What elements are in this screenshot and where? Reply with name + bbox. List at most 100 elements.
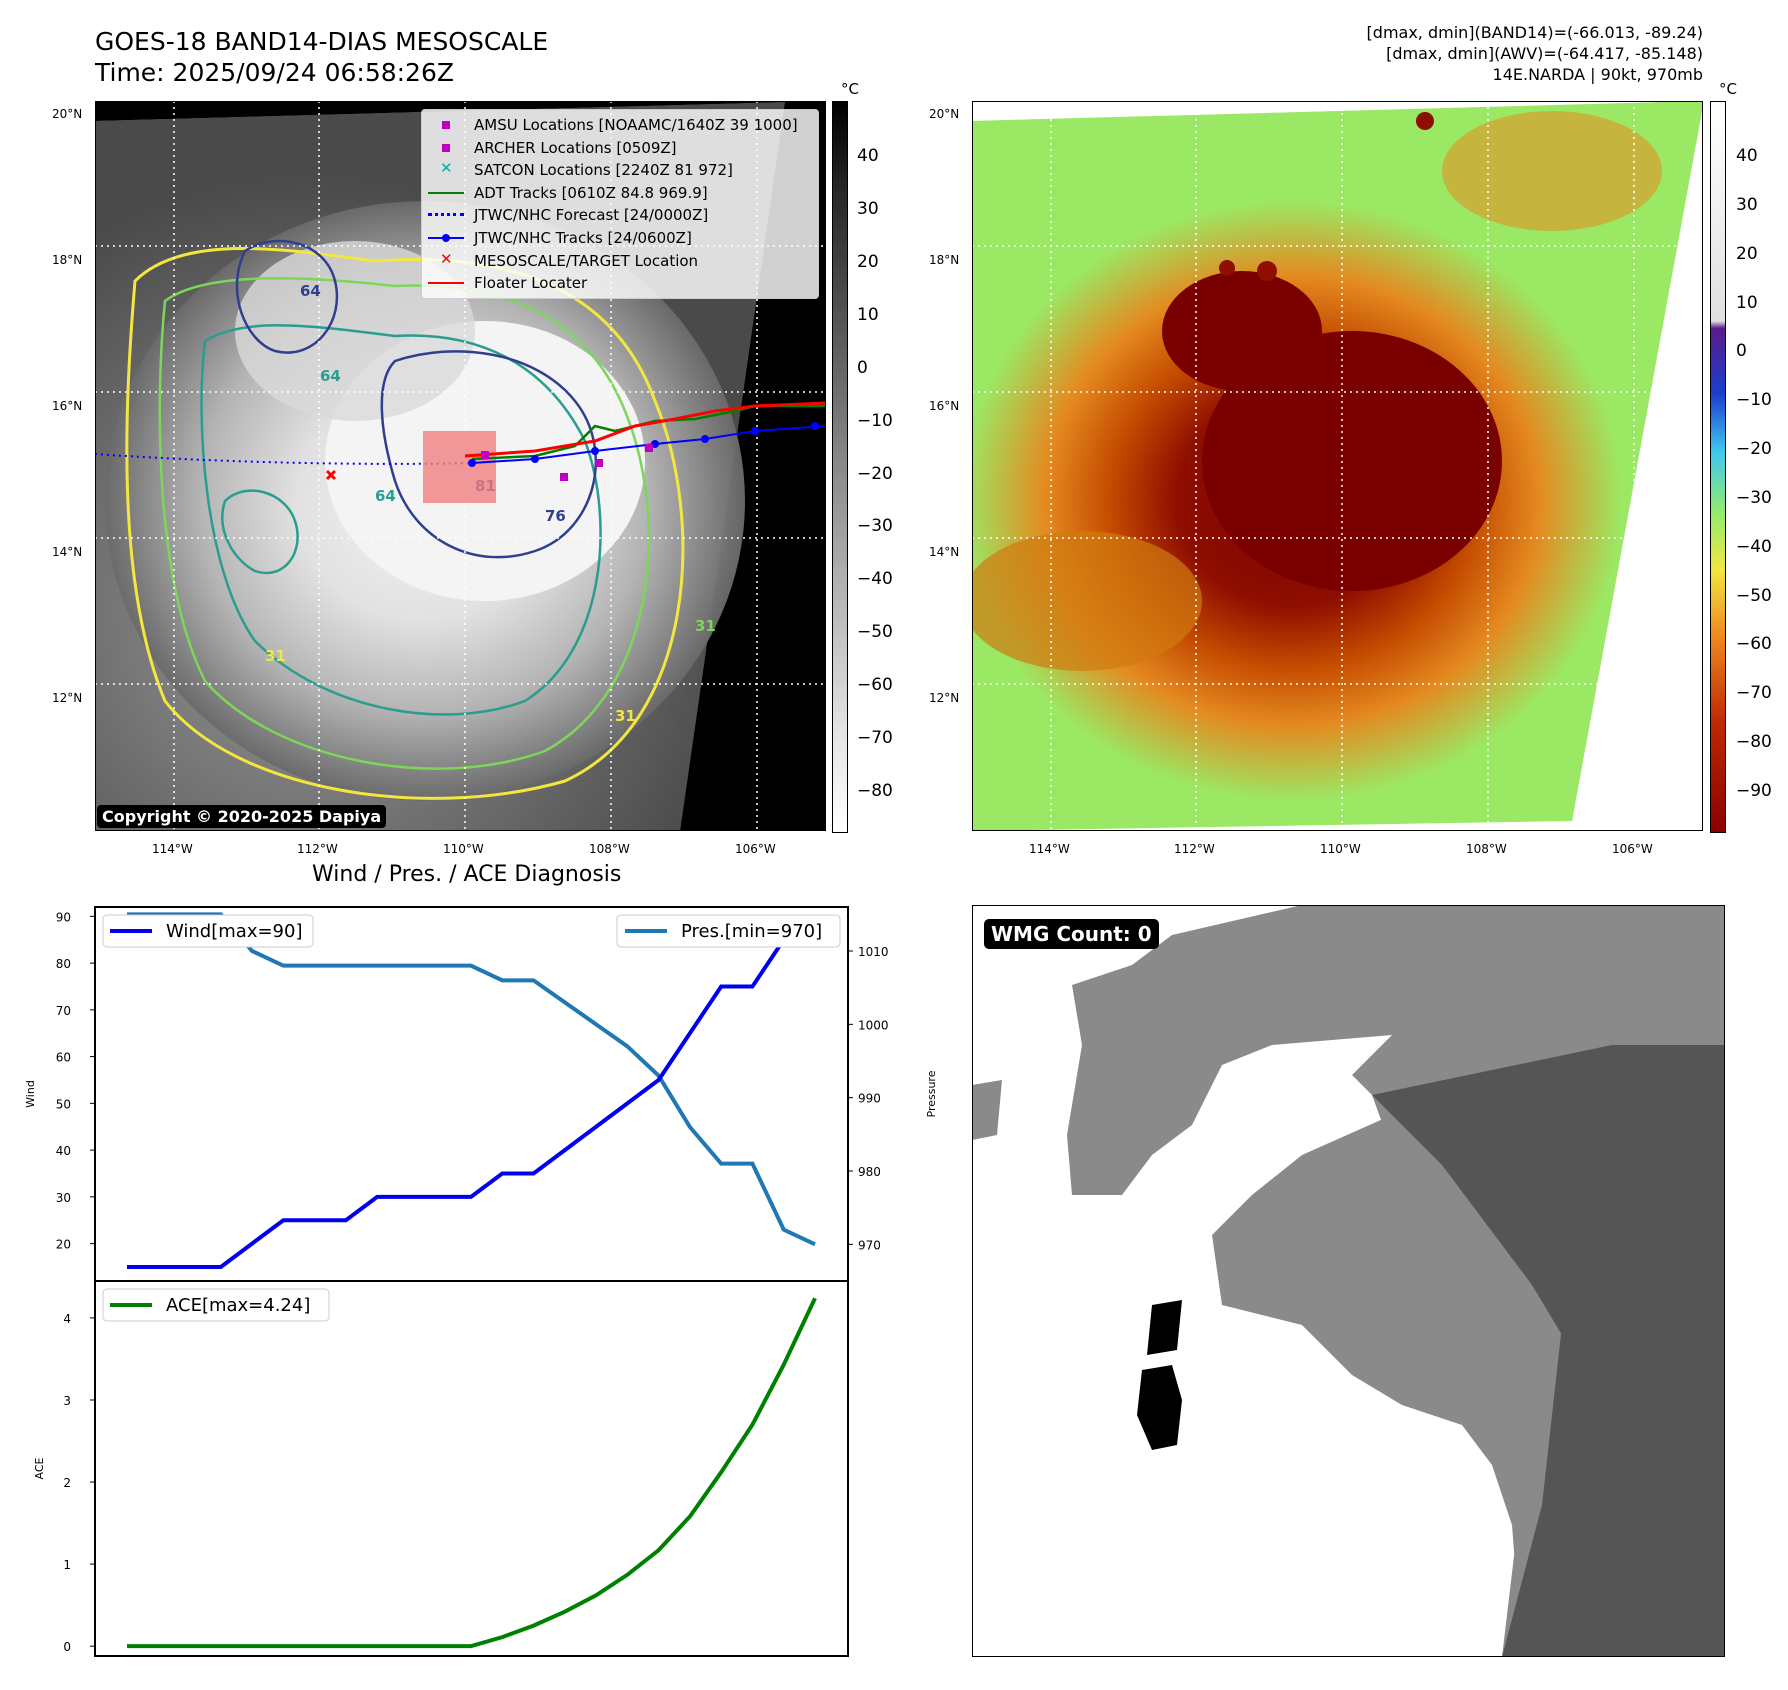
pressure-legend-label: Pres.[min=970] xyxy=(681,921,822,942)
wind-tick-label: 90 xyxy=(56,910,71,924)
wind-tick-label: 30 xyxy=(56,1191,71,1205)
figure-title: GOES-18 BAND14-DIAS MESOSCALE Time: 2025… xyxy=(95,26,548,88)
ace-legend-box xyxy=(102,1288,330,1322)
colorbar-tick: −30 xyxy=(1736,487,1772,508)
wind-tick-label: 50 xyxy=(56,1097,71,1111)
lon-tick: 110°W xyxy=(443,842,484,856)
colorbar-tick: −80 xyxy=(1736,732,1772,753)
ace-tick-label: 1 xyxy=(63,1558,71,1572)
wind-legend-label: Wind[max=90] xyxy=(166,921,303,942)
lat-tick: 14°N xyxy=(52,545,83,559)
colorbar-tick: −90 xyxy=(1736,781,1772,801)
legend-label: AMSU Locations [NOAAMC/1640Z 39 1000] xyxy=(474,116,798,134)
wind-axis-label: Wind xyxy=(24,1080,37,1108)
legend-entry: ✕ SATCON Locations [2240Z 81 972] xyxy=(428,159,733,181)
lon-tick: 106°W xyxy=(1612,842,1653,856)
wind-tick-label: 80 xyxy=(56,957,71,971)
colorbar-tick: 30 xyxy=(1736,194,1758,215)
copyright-badge: Copyright © 2020-2025 Dapiya xyxy=(97,805,387,828)
colorbar-tick: 40 xyxy=(857,146,879,166)
contour-label: 64 xyxy=(320,367,341,385)
colorbar-tick: −10 xyxy=(857,410,893,431)
info-line-3: 14E.NARDA | 90kt, 970mb xyxy=(1492,65,1703,84)
colorbar-tick: 30 xyxy=(857,198,879,219)
info-line-1: [dmax, dmin](BAND14)=(-66.013, -89.24) xyxy=(1366,23,1703,42)
legend-entry: ARCHER Locations [0509Z] xyxy=(428,137,677,159)
pressure-axis-label: Pressure xyxy=(925,1070,938,1117)
wind-tick-label: 20 xyxy=(56,1238,71,1252)
map-legend: AMSU Locations [NOAAMC/1640Z 39 1000] ARC… xyxy=(421,109,819,299)
legend-label: ARCHER Locations [0509Z] xyxy=(474,138,677,157)
colorbar-tick: −70 xyxy=(1736,683,1772,704)
wind-pressure-axes xyxy=(94,906,849,1282)
contour-label: 64 xyxy=(300,282,321,300)
ace-series-line xyxy=(127,1297,817,1649)
lon-tick: 114°W xyxy=(152,842,193,856)
pressure-tick-label: 990 xyxy=(858,1092,881,1106)
colorbar-tick: −60 xyxy=(1736,634,1772,655)
contour-label: 31 xyxy=(265,647,286,665)
ace-tick-label: 0 xyxy=(63,1640,71,1654)
figure-info: [dmax, dmin](BAND14)=(-66.013, -89.24) [… xyxy=(1367,22,1703,85)
lat-tick: 12°N xyxy=(52,691,83,705)
legend-entry: ✕ MESOSCALE/TARGET Location xyxy=(428,250,698,272)
lat-tick: 20°N xyxy=(52,107,83,121)
pressure-tick-label: 970 xyxy=(858,1238,881,1252)
left-colorbar xyxy=(832,101,848,833)
pressure-tick-label: 980 xyxy=(858,1165,881,1179)
legend-label: SATCON Locations [2240Z 81 972] xyxy=(474,161,733,180)
wind-tick-label: 60 xyxy=(56,1051,71,1065)
lat-tick: 16°N xyxy=(52,399,83,413)
ace-legend-label: ACE[max=4.24] xyxy=(166,1295,310,1316)
legend-marker-icon xyxy=(428,141,464,155)
legend-label: ADT Tracks [0610Z 84.8 969.9] xyxy=(474,183,708,202)
wmg-black-blob xyxy=(1137,1365,1182,1450)
pressure-legend-box xyxy=(616,914,841,948)
lon-tick: 108°W xyxy=(1466,842,1507,856)
legend-marker-icon xyxy=(428,208,464,222)
colorbar-tick: −50 xyxy=(857,622,893,643)
ace-tick-label: 3 xyxy=(63,1394,71,1408)
legend-marker-icon xyxy=(428,231,464,245)
legend-marker-icon xyxy=(428,276,464,290)
colorbar-tick: −30 xyxy=(857,516,893,537)
mesoscale-box xyxy=(423,431,496,503)
wind-tick-label: 40 xyxy=(56,1144,71,1158)
legend-entry: ADT Tracks [0610Z 84.8 969.9] xyxy=(428,182,708,204)
left-colorbar-unit: °C xyxy=(841,80,859,98)
colorbar-tick: −10 xyxy=(1736,390,1772,411)
lon-tick: 108°W xyxy=(589,842,630,856)
legend-marker-icon xyxy=(428,118,464,132)
lat-tick: 12°N xyxy=(929,691,960,705)
legend-label: JTWC/NHC Tracks [24/0600Z] xyxy=(474,229,692,247)
colorbar-tick: −50 xyxy=(1736,585,1772,606)
title-line-2: Time: 2025/09/24 06:58:26Z xyxy=(95,58,454,87)
pressure-tick-label: 1010 xyxy=(858,945,889,959)
lat-tick: 16°N xyxy=(929,399,960,413)
pressure-tick-label: 1000 xyxy=(858,1018,889,1032)
wind-legend-box xyxy=(102,914,314,948)
title-line-1: GOES-18 BAND14-DIAS MESOSCALE xyxy=(95,27,549,56)
legend-entry: AMSU Locations [NOAAMC/1640Z 39 1000] xyxy=(428,114,798,136)
target-location-marker xyxy=(325,469,337,481)
legend-label: Floater Locater xyxy=(474,274,588,293)
contour-label: 31 xyxy=(695,617,716,635)
lon-tick: 112°W xyxy=(1174,842,1215,856)
colorbar-tick: 20 xyxy=(857,251,879,272)
wind-series-line xyxy=(127,914,817,1269)
right-colorbar-unit: °C xyxy=(1719,80,1737,98)
diagnosis-title: Wind / Pres. / ACE Diagnosis xyxy=(312,862,622,887)
colorbar-tick: −80 xyxy=(857,781,893,801)
lon-tick: 110°W xyxy=(1320,842,1361,856)
wind-tick-label: 70 xyxy=(56,1004,71,1018)
colorbar-tick: −70 xyxy=(857,728,893,749)
ir-map-panel: 64 64 81 76 64 31 31 31 xyxy=(94,100,827,832)
colorbar-tick: 10 xyxy=(1736,292,1758,313)
info-line-2: [dmax, dmin](AWV)=(-64.417, -85.148) xyxy=(1386,44,1703,63)
ace-axis-label: ACE xyxy=(33,1457,46,1479)
lon-tick: 106°W xyxy=(735,842,776,856)
colorbar-tick: 20 xyxy=(1736,243,1758,264)
colorbar-tick: 10 xyxy=(857,304,879,325)
colorbar-tick: −20 xyxy=(1736,439,1772,460)
